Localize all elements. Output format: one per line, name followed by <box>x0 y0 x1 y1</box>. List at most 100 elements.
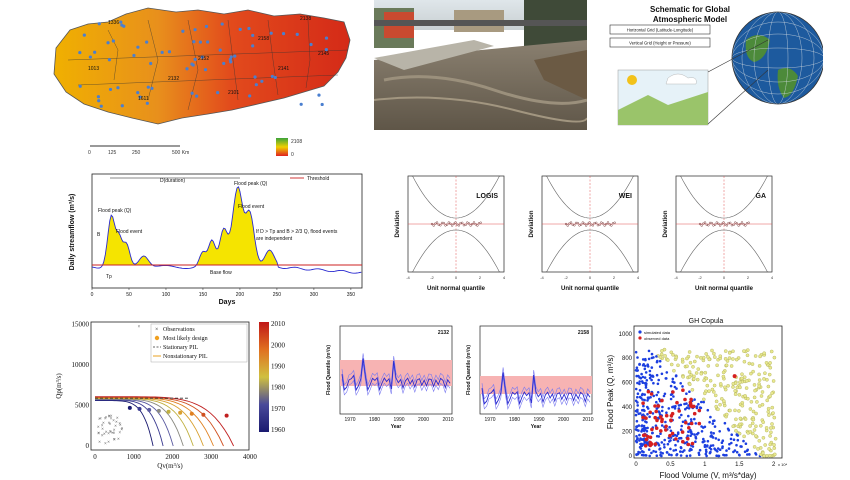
simulated-point <box>725 453 728 457</box>
colorbar-tick-label: 1960 <box>271 426 286 434</box>
simulated-point <box>693 433 696 436</box>
simulated-point <box>748 430 753 434</box>
observed-point <box>641 433 646 438</box>
simulated-point <box>766 384 771 389</box>
globe-title-line2: Atmospheric Model <box>653 15 727 24</box>
lower-confidence-curve <box>408 229 504 273</box>
simulated-point <box>685 364 689 369</box>
simulated-point <box>763 443 767 447</box>
duration-annotation: D(duration) <box>160 178 185 184</box>
station-marker <box>270 74 274 79</box>
copula-x-tick-label: 1.5 <box>735 462 744 468</box>
copula-panel: GH Copula simulated data observed data 0… <box>606 312 791 480</box>
simulated-point <box>738 416 743 421</box>
simulated-point <box>693 398 696 401</box>
upper-confidence-curve <box>542 175 638 219</box>
observed-point <box>684 420 688 425</box>
simulated-point <box>644 371 648 374</box>
deviation-point <box>710 221 713 225</box>
simulated-point <box>678 416 681 419</box>
simulated-point <box>640 380 644 383</box>
deviation-point <box>569 221 573 224</box>
simulated-point <box>708 451 712 455</box>
observed-point <box>646 389 651 394</box>
simulated-point <box>652 394 655 398</box>
deviation-point <box>719 224 722 227</box>
simulated-point <box>645 379 649 382</box>
simulated-point <box>680 424 683 428</box>
simulated-point <box>636 356 639 359</box>
simulated-point <box>677 404 681 407</box>
simulated-point <box>752 445 757 449</box>
deviation-point <box>725 224 729 227</box>
observed-point <box>653 404 657 408</box>
design-x-tick-label: 3000 <box>204 453 219 461</box>
deviation-point <box>452 222 455 225</box>
station-marker <box>136 45 140 49</box>
simulated-point <box>701 355 706 360</box>
simulated-point <box>731 385 735 389</box>
deviation-point <box>703 221 707 224</box>
deviation-point <box>447 221 450 224</box>
observed-point <box>664 424 668 429</box>
simulated-point <box>746 453 749 456</box>
simulated-point <box>658 397 661 401</box>
deviation-point <box>715 221 718 224</box>
simulated-point <box>704 376 709 381</box>
simulated-point <box>761 420 765 424</box>
simulated-point <box>708 446 711 449</box>
simulated-point <box>766 410 771 414</box>
legend-nonstationary: Nonstationary PIL <box>163 354 208 360</box>
station-label: 1611 <box>138 96 149 102</box>
simulated-point <box>665 411 668 414</box>
simulated-point <box>672 395 675 398</box>
deviation-point <box>457 224 461 227</box>
deviation-point <box>442 221 445 225</box>
deviation-point <box>735 222 739 225</box>
station-label: 2152 <box>198 56 209 62</box>
simulated-point <box>666 358 670 362</box>
simulated-point <box>635 425 639 429</box>
simulated-point <box>740 403 745 408</box>
simulated-point <box>730 433 733 436</box>
map-scale-bar: 0 125 250 500 Km <box>88 145 189 156</box>
simulated-point <box>713 419 716 422</box>
station-marker <box>229 60 233 64</box>
simulated-point <box>655 360 659 364</box>
turkey-land <box>53 7 351 125</box>
simulated-point <box>704 452 708 456</box>
design-x-tick-label: 0 <box>93 453 97 461</box>
observation-point: × <box>138 325 141 330</box>
simulated-point <box>635 435 638 438</box>
observed-point <box>680 430 685 434</box>
observed-point <box>690 441 695 446</box>
observed-point <box>656 404 661 408</box>
observation-point: × <box>98 441 101 446</box>
design-x-tick-label: 4000 <box>243 453 258 461</box>
simulated-point <box>704 448 708 452</box>
simulated-point <box>754 453 758 456</box>
simulated-point <box>640 453 644 457</box>
simulated-point <box>730 441 733 445</box>
lower-confidence-curve <box>542 229 638 273</box>
hydro-x-tick-label: 350 <box>347 292 356 298</box>
station-marker <box>136 90 140 95</box>
simulated-point <box>711 444 715 447</box>
observed-point <box>648 435 653 440</box>
simulated-point <box>753 388 757 393</box>
simulated-point <box>765 378 769 382</box>
deviation-x-tick-label: 4 <box>637 275 640 280</box>
simulated-point <box>716 407 720 412</box>
event-left-annotation: Flood event <box>116 229 143 235</box>
deviation-x-tick-label: 2 <box>747 275 750 280</box>
simulated-point <box>647 396 651 399</box>
station-label: 2132 <box>168 76 179 82</box>
observation-point: × <box>107 422 110 427</box>
simulated-point <box>672 405 675 408</box>
observed-point <box>664 413 669 418</box>
upper-confidence-curve <box>408 175 504 219</box>
observed-point <box>732 374 737 379</box>
simulated-point <box>687 430 690 433</box>
simulated-point <box>697 402 700 406</box>
station-marker <box>82 33 86 37</box>
